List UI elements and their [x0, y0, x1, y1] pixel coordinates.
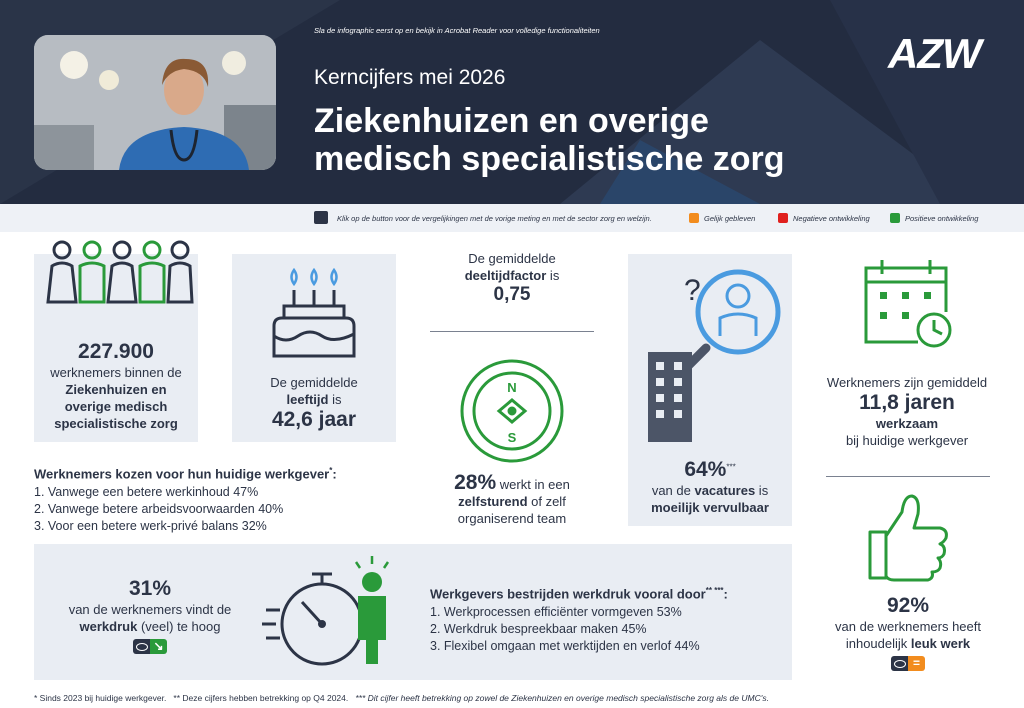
funwork-bold: leuk werk — [910, 636, 971, 651]
employees-bold2: overige medisch — [64, 399, 168, 414]
page-title: Ziekenhuizen en overige medisch speciali… — [314, 102, 785, 178]
footnote-2: ** Deze cijfers hebben betrekking op Q4 … — [173, 693, 349, 703]
employees-bold1: Ziekenhuizen en — [65, 382, 167, 397]
selfsteering-line3: organiserend team — [457, 511, 567, 526]
vacancies-pre: van de — [651, 483, 695, 498]
people-group-icon — [46, 240, 194, 304]
vacancies-bold: vacatures — [694, 483, 756, 498]
vacancies-post: is — [755, 483, 769, 498]
page-kicker: Kerncijfers mei 2026 — [314, 66, 506, 89]
parttime-bold: deeltijdfactor — [464, 268, 547, 283]
workload-status-button[interactable]: ↘ — [133, 639, 167, 654]
selfsteering-post1: werkt in een — [496, 477, 570, 492]
svg-text:S: S — [508, 430, 517, 445]
legend-swatch-positive — [890, 213, 900, 223]
choice-title: Werknemers kozen voor hun huidige werkge… — [34, 466, 330, 482]
calendar-clock-icon — [864, 260, 952, 348]
choice-item: 2. Vanwege betere arbeidsvoorwaarden 40% — [34, 502, 284, 517]
vacancy-search-icon: ? — [648, 269, 781, 442]
legend-bar: Klik op de button voor de vergelijkingen… — [0, 204, 1024, 232]
legend-label-negative: Negatieve ontwikkeling — [793, 214, 870, 223]
parttime-pre: De gemiddelde — [468, 251, 556, 266]
tenure-line3: bij huidige werkgever — [845, 433, 969, 448]
birthday-cake-icon — [272, 268, 356, 358]
choice-item: 3. Voor een betere werk-privé balans 32% — [34, 519, 267, 534]
legend-swatch-negative — [778, 213, 788, 223]
selfsteering-block: 28% werkt in een zelfsturend of zelf org… — [430, 471, 594, 527]
footnote-3: *** Dit cijfer heeft betrekking op zowel… — [355, 693, 769, 703]
azw-logo: AZW — [888, 30, 982, 77]
equals-icon: = — [908, 656, 925, 671]
title-line-2: medisch specialistische zorg — [314, 140, 785, 178]
age-value: 42,6 jaar — [271, 408, 357, 431]
employees-line1: werknemers binnen de — [50, 365, 182, 380]
funwork-block: 92% van de werknemers heeft inhoudelijk … — [826, 594, 990, 652]
workload-line1: van de werknemers vindt de — [68, 602, 232, 617]
nurse-photo — [34, 35, 276, 170]
acrobat-hint: Sla de infographic eerst op en bekijk in… — [314, 26, 600, 35]
measures-item: 1. Werkprocessen efficiënter vormgeven 5… — [430, 605, 682, 620]
funwork-pre: inhoudelijk — [845, 636, 911, 651]
funwork-line1: van de werknemers heeft — [835, 619, 981, 634]
employees-bold3: specialistische zorg — [54, 416, 178, 431]
measures-sup: ** *** — [705, 586, 724, 595]
funwork-value: 92% — [886, 594, 930, 617]
workload-post: (veel) te hoog — [137, 619, 221, 634]
thumbs-up-icon — [868, 494, 948, 582]
funwork-status-button[interactable]: = — [891, 656, 925, 671]
divider-right — [826, 476, 990, 477]
age-pre: De gemiddelde — [270, 375, 358, 390]
svg-text:N: N — [507, 380, 516, 395]
parttime-block: De gemiddelde deeltijdfactor is 0,75 — [430, 250, 594, 306]
arrow-down-right-icon: ↘ — [150, 639, 167, 654]
age-panel: De gemiddelde leeftijd is 42,6 jaar — [232, 254, 396, 442]
workload-value: 31% — [128, 577, 172, 600]
tenure-bold: werkzaam — [875, 416, 939, 431]
title-line-1: Ziekenhuizen en overige — [314, 102, 709, 140]
svg-text:?: ? — [684, 274, 701, 307]
footnote-1: * Sinds 2023 bij huidige werkgever. — [34, 693, 167, 703]
employer-choice-list: Werknemers kozen voor hun huidige werkge… — [34, 462, 414, 535]
footnotes: * Sinds 2023 bij huidige werkgever. ** D… — [34, 693, 769, 703]
workload-panel: 31% van de werknemers vindt de werkdruk … — [34, 544, 792, 680]
legend-label-equal: Gelijk gebleven — [704, 214, 756, 223]
compass-icon: N S — [460, 359, 564, 463]
age-bold: leeftijd — [286, 392, 329, 407]
choice-sup: * — [329, 466, 333, 475]
selfsteering-post2: of zelf — [527, 494, 566, 509]
parttime-value: 0,75 — [493, 284, 531, 305]
age-post: is — [328, 392, 342, 407]
tenure-block: Werknemers zijn gemiddeld 11,8 jaren wer… — [824, 374, 990, 449]
workload-measures-list: Werkgevers bestrijden werkdruk vooral do… — [430, 582, 790, 655]
eye-icon — [891, 656, 908, 671]
measures-title: Werkgevers bestrijden werkdruk vooral do… — [430, 586, 706, 602]
employees-value: 227.900 — [78, 340, 154, 363]
selfsteering-bold: zelfsturend — [458, 494, 528, 509]
eye-icon — [133, 639, 150, 654]
vacancies-panel: ? 64%*** van de vacatures is moeilijk ve… — [628, 254, 792, 526]
eye-icon — [314, 211, 328, 224]
choice-item: 1. Vanwege een betere werkinhoud 47% — [34, 485, 259, 500]
legend-label-positive: Positieve ontwikkeling — [905, 214, 979, 223]
measures-item: 3. Flexibel omgaan met werktijden en ver… — [430, 639, 700, 654]
parttime-post: is — [546, 268, 560, 283]
header-banner: Sla de infographic eerst op en bekijk in… — [0, 0, 1024, 204]
measures-colon: : — [723, 586, 728, 602]
legend-instruction: Klik op de button voor de vergelijkingen… — [337, 214, 652, 223]
vacancies-value: 64% — [684, 458, 727, 481]
legend-swatch-equal — [689, 213, 699, 223]
selfsteering-value: 28% — [454, 471, 497, 494]
choice-colon: : — [332, 466, 337, 482]
workload-bold: werkdruk — [79, 619, 138, 634]
measures-item: 2. Werkdruk bespreekbaar maken 45% — [430, 622, 647, 637]
vacancies-sup: *** — [726, 462, 736, 472]
employees-panel: 227.900 werknemers binnen de Ziekenhuize… — [34, 240, 198, 442]
vacancies-bold2: moeilijk vervulbaar — [651, 500, 769, 515]
divider-middle — [430, 331, 594, 332]
tenure-value: 11,8 jaren — [859, 391, 955, 414]
tenure-line1: Werknemers zijn gemiddeld — [826, 375, 988, 390]
stopwatch-person-icon — [262, 556, 390, 666]
